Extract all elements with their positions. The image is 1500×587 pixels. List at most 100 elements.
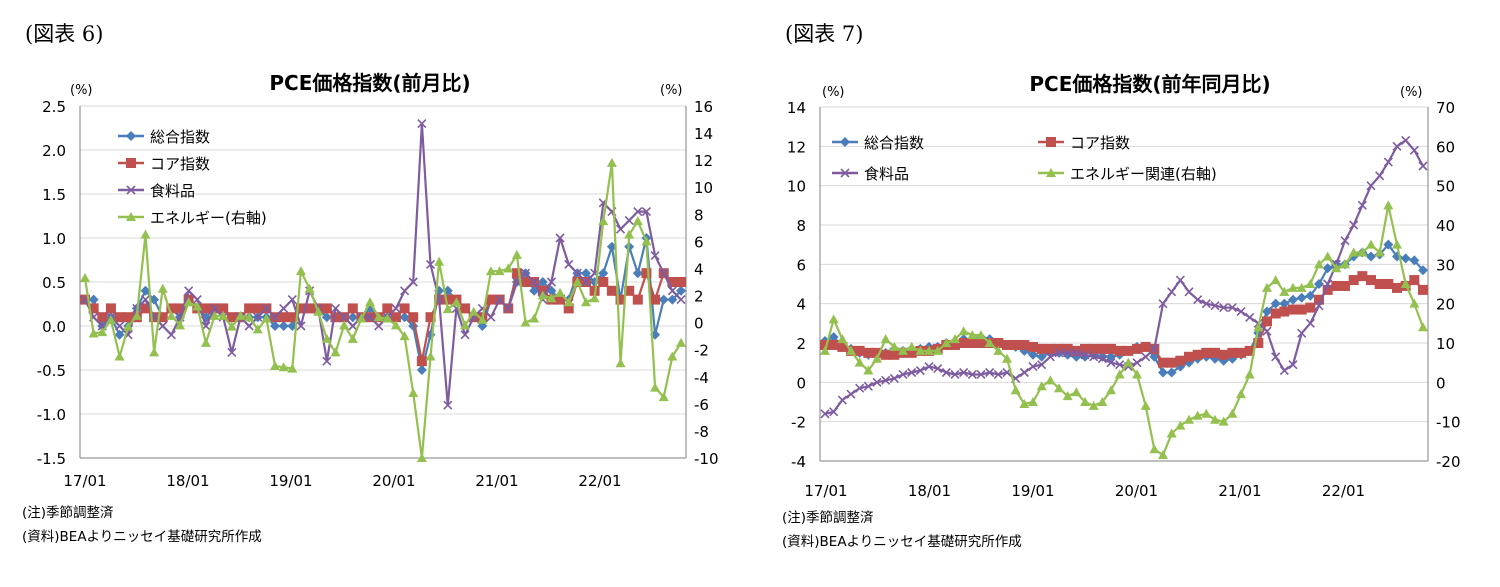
point-core — [1071, 345, 1082, 356]
point-food — [941, 367, 951, 378]
x-tick-label: 22/01 — [1322, 482, 1365, 500]
point-energy — [460, 320, 471, 330]
point-total — [667, 294, 678, 305]
point-food — [374, 321, 384, 331]
point-energy — [468, 306, 479, 316]
point-energy — [356, 313, 367, 323]
point-food — [270, 312, 280, 322]
point-core — [1106, 343, 1116, 354]
point-core — [520, 277, 531, 287]
point-energy — [1366, 239, 1376, 249]
point-energy — [1062, 391, 1073, 401]
point-energy — [477, 314, 488, 324]
point-food — [1340, 236, 1350, 246]
point-energy — [347, 333, 358, 343]
legend-label: 食料品 — [864, 165, 909, 183]
point-core — [1262, 316, 1272, 327]
point-food — [417, 119, 427, 129]
point-food — [114, 321, 125, 331]
point-core — [820, 339, 830, 350]
point-total — [1314, 279, 1324, 289]
point-energy — [1357, 247, 1368, 257]
point-energy — [330, 347, 341, 357]
point-energy — [244, 312, 255, 322]
point-core — [615, 294, 626, 305]
point-total — [149, 294, 160, 305]
point-energy — [555, 287, 566, 297]
point-energy — [287, 363, 298, 373]
point-food — [1184, 287, 1194, 297]
y-tick-left: 12 — [787, 138, 806, 156]
point-food — [872, 377, 882, 387]
point-total — [828, 332, 839, 343]
point-food — [1063, 348, 1073, 358]
point-energy — [123, 321, 134, 331]
point-core — [1340, 280, 1350, 291]
y-tick-right: 6 — [694, 233, 704, 251]
point-food — [1366, 181, 1376, 191]
point-energy — [828, 314, 839, 324]
point-energy — [537, 290, 548, 300]
legend-label: エネルギー関連(右軸) — [1070, 165, 1217, 183]
point-energy — [1418, 322, 1428, 332]
point-core — [1409, 275, 1420, 286]
point-core — [1357, 271, 1368, 282]
point-core — [906, 347, 917, 358]
y-tick-left: 2.0 — [42, 142, 66, 160]
point-core — [624, 285, 635, 296]
point-core — [598, 277, 609, 287]
point-energy — [950, 334, 960, 344]
point-total — [1279, 298, 1290, 309]
point-core — [330, 312, 341, 323]
point-energy — [1158, 450, 1168, 460]
figure-7-panel: (図表 7) 14 12 10 8 6 4 2 0 -2 -4 70 60 50 40 30 20 10 0 -10… — [760, 0, 1500, 587]
legend-marker-food — [840, 168, 850, 178]
point-energy — [157, 283, 168, 293]
point-core — [1244, 345, 1255, 356]
y-tick-right: 0 — [694, 315, 704, 333]
point-total — [1418, 265, 1428, 276]
point-core — [1062, 343, 1073, 354]
point-food — [1201, 299, 1211, 309]
point-total — [278, 321, 289, 331]
point-energy — [1184, 414, 1194, 424]
point-energy — [1036, 381, 1047, 391]
point-total — [1149, 351, 1160, 362]
point-energy — [399, 331, 410, 341]
point-food — [1037, 360, 1047, 370]
figure-6-source: (資料)BEAよりニッセイ基礎研究所作成 — [22, 529, 262, 545]
figure-7-label: (図表 7) — [785, 22, 864, 46]
point-energy — [863, 365, 874, 375]
legend-marker-total — [840, 137, 850, 147]
point-total — [658, 294, 669, 305]
point-total — [321, 312, 332, 323]
point-food — [907, 367, 917, 378]
point-core — [140, 303, 151, 314]
point-energy — [442, 304, 453, 314]
point-core — [347, 303, 358, 314]
figure-6-note: (注)季節調整済 — [22, 505, 114, 521]
y-tick-right: -8 — [694, 423, 709, 441]
point-energy — [270, 360, 281, 370]
point-food — [408, 277, 418, 287]
point-energy — [1227, 408, 1238, 418]
point-core — [390, 312, 401, 323]
y-unit-right: (%) — [660, 83, 683, 98]
point-energy — [563, 297, 574, 307]
point-core — [993, 338, 1004, 348]
point-food — [1262, 326, 1272, 336]
point-energy — [1210, 414, 1220, 424]
point-core — [252, 303, 263, 314]
point-energy — [889, 341, 900, 351]
point-energy — [105, 314, 116, 324]
point-total — [270, 321, 281, 331]
point-core — [1158, 357, 1168, 368]
point-energy — [624, 229, 635, 239]
point-food — [486, 312, 496, 322]
point-energy — [200, 337, 211, 347]
point-energy — [641, 236, 652, 246]
point-food — [1167, 287, 1177, 297]
point-food — [1401, 135, 1411, 145]
legend-label: コア指数 — [1070, 134, 1130, 152]
point-food — [829, 407, 839, 417]
